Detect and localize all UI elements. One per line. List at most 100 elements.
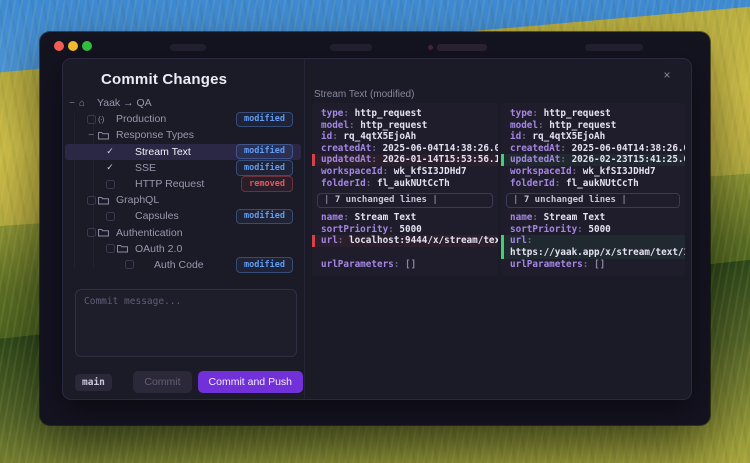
diff-line: https://yaak.app/x/stream/text/1000 bbox=[501, 246, 685, 259]
diff-key: updatedAt bbox=[510, 154, 561, 166]
unchanged-lines-collapse[interactable]: | 7 unchanged lines | bbox=[506, 193, 680, 209]
diff-key: urlParameters bbox=[510, 258, 583, 270]
checkbox-checked-icon[interactable]: ✓ bbox=[106, 146, 114, 157]
checkbox[interactable] bbox=[103, 211, 117, 221]
close-traffic-light[interactable] bbox=[54, 41, 64, 51]
minimize-traffic-light[interactable] bbox=[68, 41, 78, 51]
indent-guide bbox=[93, 113, 94, 270]
diff-line: createdAt: 2025-06-04T14:38:26.067291 bbox=[501, 143, 685, 155]
diff-line: type: http_request bbox=[312, 108, 498, 120]
tree-item-auth-code[interactable]: Auth Code modified bbox=[65, 257, 301, 273]
diff-colon: : bbox=[388, 223, 400, 235]
dialog-footer: main Commit Commit and Push bbox=[75, 371, 303, 393]
diff-value: wk_kfSI3JDHd7 bbox=[582, 165, 656, 177]
diff-key: sortPriority bbox=[510, 223, 578, 235]
tree-item-label: Auth Code bbox=[154, 258, 204, 271]
diff-line: name: Stream Text bbox=[312, 212, 498, 224]
diff-line: name: Stream Text bbox=[501, 212, 685, 224]
titlebar-dimmed-title bbox=[330, 44, 372, 51]
diff-value: [] bbox=[593, 258, 606, 270]
diff-colon: : bbox=[332, 131, 344, 143]
diff-colon: : bbox=[560, 142, 572, 154]
diff-value: 5000 bbox=[588, 223, 611, 235]
diff-value: Stream Text bbox=[543, 212, 606, 224]
checkbox-checked-icon[interactable]: ✓ bbox=[106, 162, 114, 173]
tree-item-stream-text[interactable]: ✓ Stream Text modified bbox=[65, 143, 301, 160]
indent-guide bbox=[74, 113, 75, 270]
diff-value: fl_aukNUtCcTh bbox=[565, 177, 639, 189]
tree-item-http-request[interactable]: HTTP Request removed bbox=[65, 176, 301, 192]
diff-key: name bbox=[321, 212, 344, 224]
diff-key: urlParameters bbox=[321, 258, 394, 270]
tree-item-label: Authentication bbox=[116, 226, 183, 239]
collapse-toggle-icon[interactable]: − bbox=[88, 129, 94, 141]
checkbox[interactable] bbox=[84, 228, 98, 238]
diff-colon: : bbox=[560, 154, 572, 166]
diff-key: id bbox=[510, 131, 522, 143]
diff-line: model: http_request bbox=[312, 120, 498, 132]
diff-column-after: type: http_request model: http_request id:… bbox=[501, 103, 685, 277]
tree-item-graphql[interactable]: GraphQL bbox=[65, 192, 301, 208]
diff-key: type bbox=[510, 108, 533, 119]
titlebar[interactable] bbox=[40, 32, 710, 58]
diff-colon: : bbox=[571, 165, 583, 177]
status-badge: modified bbox=[236, 111, 293, 128]
app-window: Commit Changes × − ⌂ Yaak → QA (·) Productio… bbox=[40, 32, 710, 425]
collapse-toggle-icon[interactable]: − bbox=[69, 97, 75, 109]
status-badge: removed bbox=[241, 176, 293, 192]
diff-line: folderId: fl_aukNUtCcTh bbox=[312, 178, 498, 190]
diff-key: updatedAt bbox=[321, 154, 372, 166]
diff-column-before: type: http_request model: http_request id:… bbox=[312, 103, 498, 277]
diff-value: [] bbox=[404, 258, 417, 270]
tree-item-response-types[interactable]: − Response Types bbox=[65, 127, 301, 143]
close-icon[interactable]: × bbox=[663, 68, 671, 82]
zoom-traffic-light[interactable] bbox=[82, 41, 92, 51]
diff-value: Stream Text bbox=[354, 212, 417, 224]
tree-item-capsules[interactable]: Capsules modified bbox=[65, 208, 301, 225]
checkbox[interactable] bbox=[84, 114, 98, 124]
diff-key: workspaceId bbox=[510, 165, 572, 177]
branch-badge: main bbox=[75, 373, 112, 391]
diff-colon: : bbox=[371, 142, 383, 154]
collapse-bar-icon: | bbox=[324, 195, 330, 206]
environment-icon: (·) bbox=[98, 114, 104, 125]
commit-message-input[interactable] bbox=[75, 289, 297, 357]
checkbox[interactable] bbox=[84, 195, 98, 205]
commit-and-push-button[interactable]: Commit and Push bbox=[197, 371, 303, 393]
diff-colon: : bbox=[371, 154, 383, 166]
diff-colon: : bbox=[343, 108, 355, 119]
tree-item-label: Production bbox=[116, 113, 167, 126]
checkbox[interactable] bbox=[103, 244, 117, 254]
diff-key: workspaceId bbox=[321, 165, 383, 177]
diff-value: http_request bbox=[354, 108, 422, 119]
diff-key: sortPriority bbox=[321, 223, 389, 235]
titlebar-dimmed-right-text bbox=[585, 44, 643, 51]
diff-line: type: http_request bbox=[501, 108, 685, 120]
tree-item-label: Yaak → QA bbox=[97, 97, 152, 110]
diff-colon: : bbox=[532, 212, 544, 224]
environment-dot-icon bbox=[428, 45, 433, 50]
diff-colon: : bbox=[554, 177, 566, 189]
commit-button[interactable]: Commit bbox=[133, 371, 192, 393]
diff-line: id: rq_4qtX5EjoAh bbox=[312, 131, 498, 143]
checkbox[interactable] bbox=[122, 260, 136, 270]
diff-colon: : bbox=[582, 258, 594, 270]
diff-line: model: http_request bbox=[501, 120, 685, 132]
unchanged-lines-collapse[interactable]: | 7 unchanged lines | bbox=[317, 193, 493, 209]
checkbox[interactable] bbox=[103, 179, 117, 189]
tree-item-oauth-2-0[interactable]: OAuth 2.0 bbox=[65, 241, 301, 257]
tree-item-label: Stream Text bbox=[135, 145, 191, 158]
diff-colon: : bbox=[349, 119, 361, 131]
tree-item-production[interactable]: (·) Production modified bbox=[65, 111, 301, 128]
folder-icon bbox=[98, 196, 113, 205]
tree-item-authentication[interactable]: Authentication bbox=[65, 225, 301, 241]
titlebar-dimmed-text bbox=[170, 44, 206, 51]
diff-key: folderId bbox=[510, 177, 555, 189]
diff-key: url bbox=[321, 235, 338, 247]
tree-item-sse[interactable]: ✓ SSE modified bbox=[65, 160, 301, 176]
diff-line: id: rq_4qtX5EjoAh bbox=[501, 131, 685, 143]
diff-colon: : bbox=[365, 177, 377, 189]
tree-item-label: GraphQL bbox=[116, 194, 160, 207]
tree-item-yaak-qa[interactable]: − ⌂ Yaak → QA bbox=[65, 95, 301, 111]
diff-line: createdAt: 2025-06-04T14:38:26.067291 bbox=[312, 143, 498, 155]
